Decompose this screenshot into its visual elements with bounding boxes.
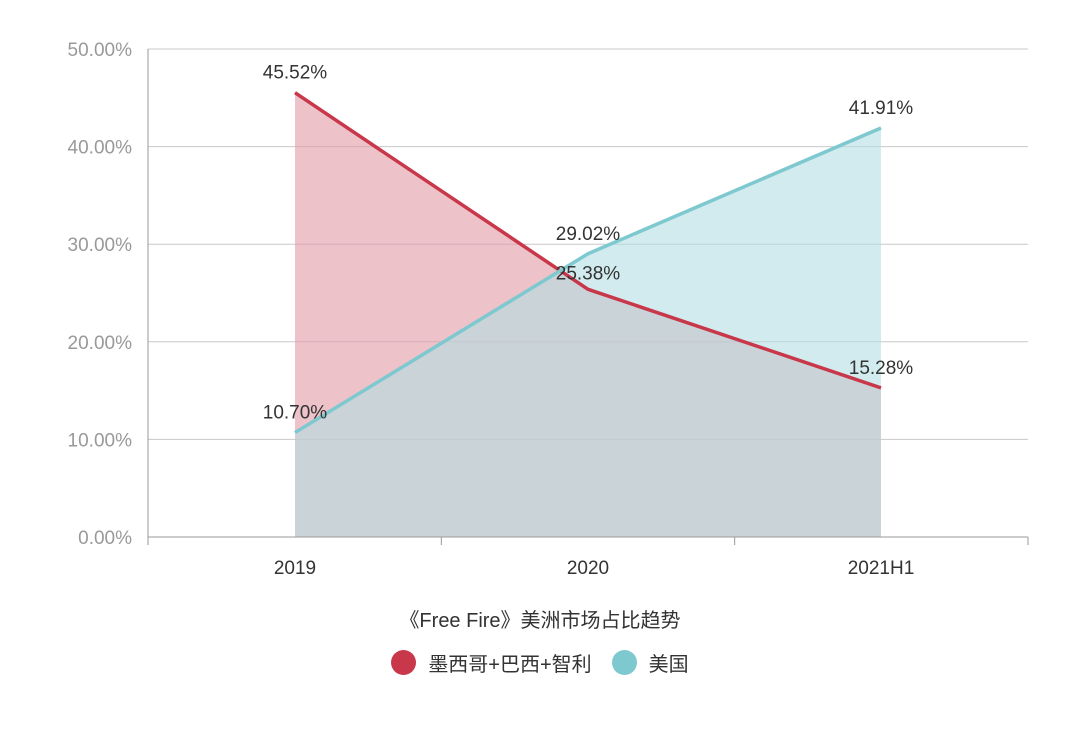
data-label: 15.28%	[849, 358, 914, 379]
series-areas	[295, 92, 881, 538]
y-tick-label: 10.00%	[68, 430, 133, 451]
x-tick-label: 2021H1	[848, 558, 915, 579]
data-label: 25.38%	[556, 263, 621, 284]
legend-label: 美国	[648, 654, 689, 676]
data-label: 10.70%	[263, 403, 328, 424]
y-tick-label: 20.00%	[68, 333, 133, 354]
data-label: 41.91%	[849, 98, 914, 119]
data-label: 45.52%	[263, 63, 328, 84]
x-tick-label: 2019	[274, 558, 316, 579]
legend: 墨西哥+巴西+智利 美国	[0, 648, 1080, 677]
data-labels: 45.52% 25.38% 15.28% 10.70% 29.02% 41.91%	[263, 63, 914, 424]
axes	[147, 49, 1029, 545]
area-chart: 0.00% 10.00% 20.00% 30.00% 40.00% 50.00% 2019…	[68, 40, 1029, 579]
series-lines	[294, 91, 882, 435]
series-line-1	[294, 126, 882, 435]
chart-title: 《Free Fire》美洲市场占比趋势	[399, 610, 681, 632]
data-label: 29.02%	[556, 224, 621, 245]
y-tick-label: 0.00%	[78, 528, 132, 549]
series-area-1	[295, 127, 881, 537]
legend-marker	[391, 650, 417, 675]
gridlines	[148, 48, 1028, 440]
x-axis-tick-labels: 2019 2020 2021H1	[274, 558, 914, 579]
y-tick-label: 40.00%	[68, 138, 133, 159]
y-axis-tick-labels: 0.00% 10.00% 20.00% 30.00% 40.00% 50.00%	[68, 40, 133, 549]
x-tick-label: 2020	[567, 558, 609, 579]
legend-item-usa[interactable]: 美国	[611, 648, 689, 677]
legend-label: 墨西哥+巴西+智利	[428, 654, 592, 676]
y-tick-label: 30.00%	[68, 235, 133, 256]
y-tick-label: 50.00%	[68, 40, 133, 61]
series-line-0	[294, 91, 882, 390]
legend-marker	[611, 650, 637, 675]
legend-item-mexico-brazil-chile[interactable]: 墨西哥+巴西+智利	[391, 648, 592, 677]
